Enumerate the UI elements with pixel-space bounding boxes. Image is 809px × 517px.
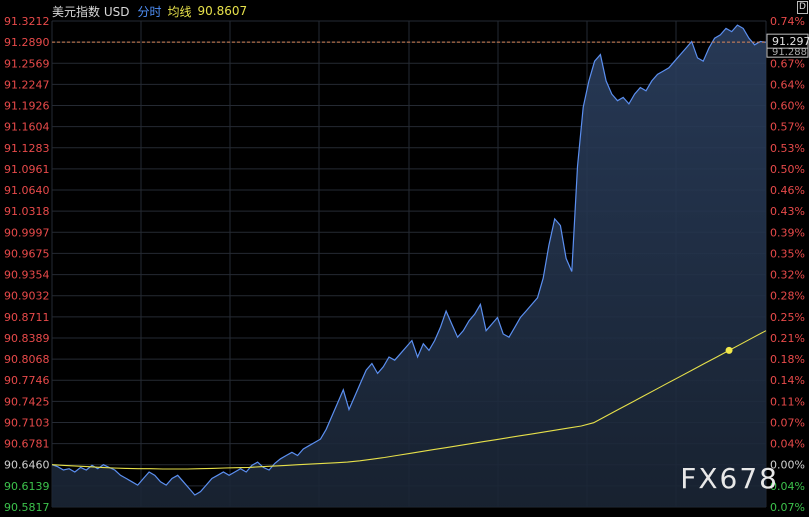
pct-tick-label: 0.32% [770,269,805,282]
mode-label[interactable]: 分时 [137,4,162,19]
pct-tick-label: 0.25% [770,311,805,324]
pct-tick-label: 0.14% [770,374,805,387]
y-tick-label: 91.0961 [4,163,50,176]
pct-tick-label: 0.18% [770,353,805,366]
y-tick-label: 90.6460 [4,459,50,472]
y-tick-label: 91.2247 [4,78,50,91]
current-price-label: 91.297 [772,35,809,48]
y-tick-label: 90.8389 [4,332,50,345]
y-tick-label: 90.9032 [4,290,50,303]
watermark-logo: FX678 [680,462,779,495]
pct-tick-label: 0.04% [770,480,805,493]
pct-tick-label: 0.21% [770,332,805,345]
y-tick-label: 91.1926 [4,100,50,113]
y-tick-label: 90.9997 [4,226,50,239]
pct-tick-label: 0.67% [770,57,805,70]
corner-button[interactable]: D [797,1,808,14]
pct-tick-label: 0.00% [770,459,805,472]
avg-marker-dot [725,346,733,354]
avg-value: 90.8607 [197,4,248,18]
y-tick-label: 91.3212 [4,15,50,28]
y-tick-label: 90.9675 [4,247,50,260]
pct-tick-label: 0.35% [770,247,805,260]
pct-tick-label: 0.04% [770,438,805,451]
y-tick-label: 91.1604 [4,121,50,134]
pct-tick-label: 0.64% [770,78,805,91]
y-tick-label: 91.0640 [4,184,50,197]
y-tick-label: 90.8068 [4,353,50,366]
price-area [52,25,766,507]
chart-legend: 美元指数 USD 分时 均线 90.8607 [52,3,247,19]
y-tick-label: 91.2890 [4,36,50,49]
pct-tick-label: 0.57% [770,121,805,134]
pct-tick-label: 0.39% [770,226,805,239]
price-series-line [51,24,767,496]
series-lines [51,24,767,496]
y-tick-label: 90.6139 [4,480,50,493]
avg-series-line [51,330,767,470]
y-tick-label: 90.8711 [4,311,50,324]
y-axis-right: 0.74%0.71%0.67%0.64%0.60%0.57%0.53%0.50%… [770,15,805,514]
pct-tick-label: 0.53% [770,142,805,155]
y-tick-label: 90.5817 [4,501,50,514]
instrument-name: 美元指数 USD [52,4,130,19]
price-area-fill [52,25,766,507]
pct-tick-label: 0.74% [770,15,805,28]
current-price-box [766,33,809,49]
pct-tick-label: 0.46% [770,184,805,197]
pct-tick-label: 0.50% [770,163,805,176]
y-axis-left: 91.3212 91.2890 91.2569 91.2247 91.1926 91.16… [4,15,50,514]
pct-tick-label: 0.60% [770,100,805,113]
y-tick-label: 90.7103 [4,416,50,429]
y-tick-label: 91.2569 [4,57,50,70]
pct-tick-label: 0.43% [770,205,805,218]
y-tick-label: 90.7746 [4,374,50,387]
y-tick-label: 90.9354 [4,269,50,282]
pct-tick-label: 0.07% [770,501,805,514]
pct-tick-label: 0.28% [770,290,805,303]
y-tick-label: 90.7425 [4,395,50,408]
pct-tick-label: 0.07% [770,416,805,429]
y-tick-label: 91.0318 [4,205,50,218]
y-tick-label: 90.6781 [4,438,50,451]
pct-tick-label: 0.11% [770,395,805,408]
y-tick-label: 91.1283 [4,142,50,155]
avg-label: 均线 [167,4,192,19]
current-price-under-label: 91.288 [772,47,807,58]
